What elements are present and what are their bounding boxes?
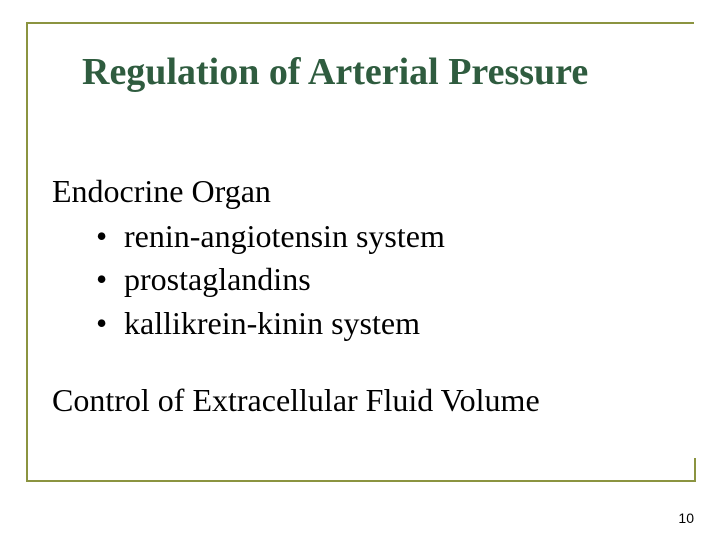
slide-title: Regulation of Arterial Pressure (82, 50, 588, 94)
bullet-item: prostaglandins (96, 258, 540, 301)
bullet-list: renin-angiotensin system prostaglandins … (52, 215, 540, 345)
page-number: 10 (678, 510, 694, 526)
section-heading-2: Control of Extracellular Fluid Volume (52, 379, 540, 422)
slide-content: Endocrine Organ renin-angiotensin system… (52, 170, 540, 422)
section-heading: Endocrine Organ (52, 170, 540, 213)
bullet-item: renin-angiotensin system (96, 215, 540, 258)
bullet-item: kallikrein-kinin system (96, 302, 540, 345)
